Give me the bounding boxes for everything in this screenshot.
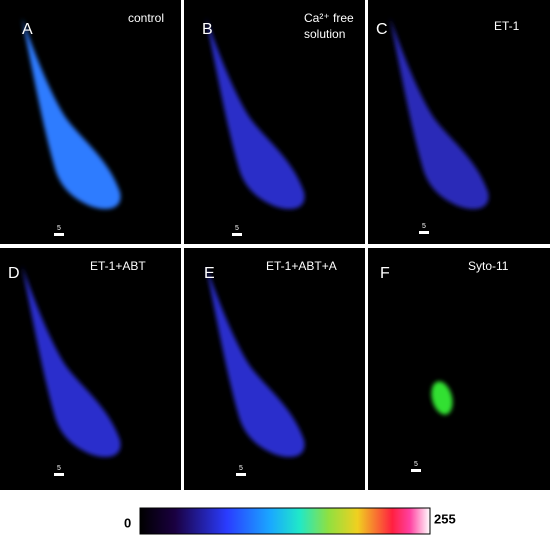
panel-label: Syto-11 xyxy=(468,259,509,273)
colorbar-gradient xyxy=(139,507,431,535)
colorbar-max: 255 xyxy=(434,511,456,526)
panel-letter: C xyxy=(376,21,388,38)
panel-label: solution xyxy=(304,27,345,41)
panel: D ET-1+ABT 5 xyxy=(0,248,181,490)
panel-label: ET-1+ABT xyxy=(90,259,146,273)
panel-label: Ca²⁺ free xyxy=(304,11,354,25)
panel-letter: D xyxy=(8,265,20,282)
panel: C ET-1 5 xyxy=(368,0,550,244)
panel-letter: E xyxy=(204,265,215,282)
panel-label: ET-1+ABT+A xyxy=(266,259,337,273)
scale-label: 5 xyxy=(57,225,61,232)
panel-label: control xyxy=(128,11,164,25)
panel-letter: F xyxy=(380,265,390,282)
scale-label: 5 xyxy=(235,225,239,232)
panel: E ET-1+ABT+A 5 xyxy=(184,248,365,490)
colorbar: 0 255 xyxy=(124,507,456,535)
panel: F Syto-11 5 xyxy=(368,248,550,490)
panel: A control 5 xyxy=(0,0,181,244)
scale-bar xyxy=(236,473,246,476)
scale-bar xyxy=(54,233,64,236)
nucleus xyxy=(431,381,453,415)
panel-label: ET-1 xyxy=(494,19,520,33)
scale-label: 5 xyxy=(422,223,426,230)
panel-letter: A xyxy=(22,21,33,38)
scale-bar xyxy=(232,233,242,236)
scale-label: 5 xyxy=(239,465,243,472)
scale-label: 5 xyxy=(57,465,61,472)
panel-letter: B xyxy=(202,21,213,38)
panel: B Ca²⁺ free solution 5 xyxy=(184,0,365,244)
scale-label: 5 xyxy=(414,461,418,468)
panel-bg xyxy=(368,248,550,490)
colorbar-min: 0 xyxy=(124,515,131,530)
scale-bar xyxy=(54,473,64,476)
scale-bar xyxy=(411,469,421,472)
scale-bar xyxy=(419,231,429,234)
